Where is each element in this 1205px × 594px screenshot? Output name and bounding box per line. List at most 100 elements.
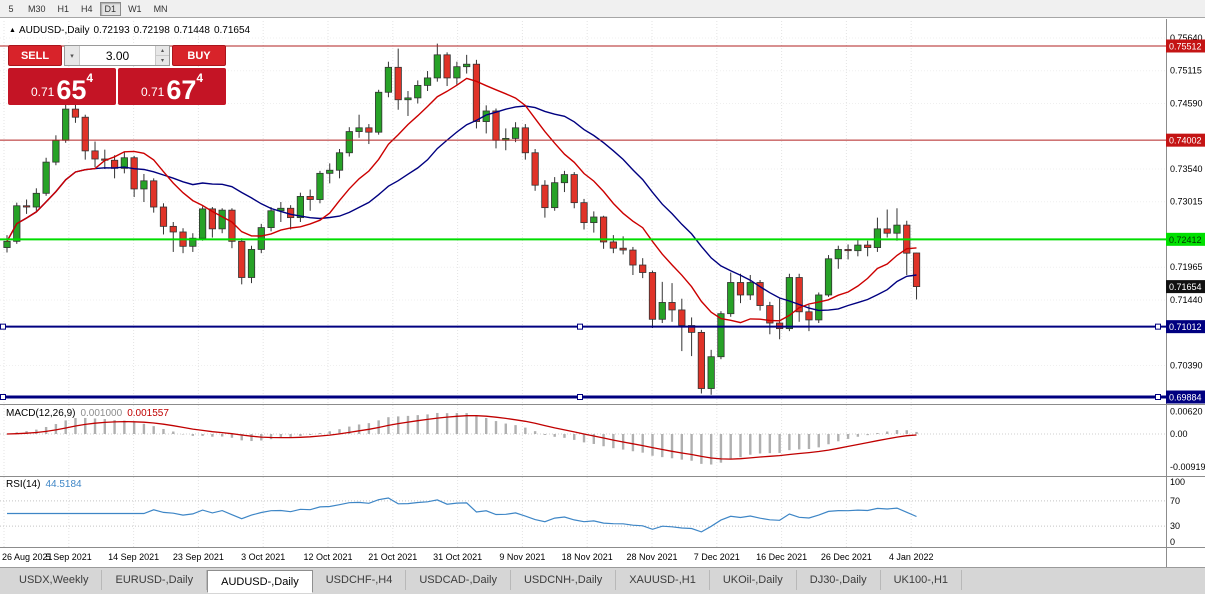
- candle-body: [590, 216, 598, 224]
- candle-body: [756, 282, 764, 306]
- date-axis-label: 18 Nov 2021: [562, 552, 613, 562]
- hline-0.69884[interactable]: [0, 394, 1166, 401]
- volume-dropdown-icon[interactable]: ▾: [65, 46, 80, 65]
- chart-tab-ukoil-daily[interactable]: UKOil-,Daily: [709, 570, 797, 590]
- macd-signal-line: [6, 415, 917, 460]
- hline-handle[interactable]: [0, 323, 6, 330]
- chart-tab-usdcnh-daily[interactable]: USDCNH-,Daily: [510, 570, 617, 590]
- timeframe-button-mn[interactable]: MN: [148, 1, 173, 16]
- candle-body: [580, 202, 588, 224]
- ohlc-close: 0.71654: [213, 25, 251, 36]
- ma-fast-line: [6, 77, 917, 324]
- hline-handle[interactable]: [1155, 323, 1161, 330]
- hline-handle[interactable]: [577, 323, 583, 330]
- candle-body: [42, 161, 50, 194]
- price-axis-label: 0.73015: [1170, 197, 1203, 207]
- candle-body: [678, 309, 686, 326]
- hline-handle[interactable]: [1155, 394, 1161, 401]
- candle-body: [423, 77, 432, 86]
- chart-tab-dj30-daily[interactable]: DJ30-,Daily: [796, 570, 881, 590]
- candle-body: [159, 206, 168, 227]
- candle-body: [736, 282, 745, 296]
- chart-tab-usdchf-h4[interactable]: USDCHF-,H4: [312, 570, 407, 590]
- candle-body: [384, 66, 393, 93]
- timeframe-button-w1[interactable]: W1: [123, 1, 147, 16]
- svg-text:0.71012: 0.71012: [1169, 322, 1202, 332]
- date-axis-label: 7 Dec 2021: [694, 552, 740, 562]
- sell-price-display[interactable]: 0.71 65 4: [8, 68, 116, 105]
- price-tag-0.71654: 0.71654: [1166, 280, 1205, 294]
- hline-handle[interactable]: [0, 394, 6, 401]
- candle-body: [599, 216, 608, 243]
- macd-histogram: [5, 412, 918, 465]
- candle-body: [189, 237, 197, 247]
- buy-button[interactable]: BUY: [172, 45, 226, 66]
- timeframe-button-5[interactable]: 5: [1, 1, 21, 16]
- svg-text:0.71654: 0.71654: [1169, 282, 1202, 292]
- timeframe-button-h4[interactable]: H4: [76, 1, 98, 16]
- candle-body: [81, 116, 89, 152]
- candle-body: [834, 249, 842, 260]
- buy-price-display[interactable]: 0.71 67 4: [118, 68, 226, 105]
- chart-tab-audusd-daily[interactable]: AUDUSD-,Daily: [207, 570, 313, 593]
- candle-body: [785, 277, 794, 330]
- chart-canvas[interactable]: 0.756400.751150.745900.735400.730150.719…: [0, 19, 1205, 567]
- chart-tab-eurusd-daily[interactable]: EURUSD-,Daily: [102, 570, 208, 590]
- timeframe-button-d1[interactable]: D1: [99, 1, 122, 16]
- timeframe-button-m30[interactable]: M30: [23, 1, 51, 16]
- date-axis-label: 21 Oct 2021: [368, 552, 417, 562]
- candle-body: [140, 180, 148, 190]
- candle-body: [492, 110, 500, 141]
- one-click-trading-panel: SELL ▾ 3.00 ▴ ▾ BUY 0.71 65 4 0.71 67 4: [8, 45, 226, 105]
- chart-tab-usdx-weekly[interactable]: USDX,Weekly: [6, 570, 103, 590]
- candle-body: [71, 108, 80, 118]
- candle-body: [766, 305, 774, 324]
- candle-body: [208, 208, 216, 230]
- candle-body: [658, 302, 666, 320]
- volume-input[interactable]: 3.00: [105, 48, 130, 63]
- candle-body: [629, 249, 637, 266]
- rsi-axis-label: 70: [1170, 496, 1180, 506]
- chart-tab-xauusd-h1[interactable]: XAUUSD-,H1: [616, 570, 710, 590]
- date-axis-label: 31 Oct 2021: [433, 552, 482, 562]
- candle-body: [560, 174, 569, 184]
- volume-stepper[interactable]: ▴ ▾: [155, 46, 169, 65]
- candle-body: [873, 228, 882, 248]
- buy-price-pips: 67: [166, 75, 197, 106]
- candle-body: [120, 157, 128, 169]
- volume-up-icon[interactable]: ▴: [156, 46, 169, 56]
- candle-body: [375, 91, 383, 133]
- date-axis-label: 26 Dec 2021: [821, 552, 872, 562]
- candle-body: [198, 208, 207, 239]
- volume-down-icon[interactable]: ▾: [156, 56, 169, 65]
- sell-button[interactable]: SELL: [8, 45, 62, 66]
- macd-main-value: 0.001000: [80, 408, 123, 419]
- candle-body: [551, 182, 559, 209]
- candle-body: [864, 244, 872, 248]
- candle-body: [3, 240, 11, 248]
- timeframe-button-h1[interactable]: H1: [52, 1, 75, 16]
- hline-handle[interactable]: [577, 394, 583, 401]
- chart-tab-usdcad-daily[interactable]: USDCAD-,Daily: [406, 570, 511, 590]
- candle-body: [238, 240, 246, 278]
- candle-body: [335, 152, 344, 171]
- price-tag-0.69884: 0.69884: [1166, 390, 1205, 404]
- volume-field[interactable]: ▾ 3.00 ▴ ▾: [64, 45, 170, 66]
- candle-body: [218, 209, 226, 230]
- candle-body: [22, 205, 31, 208]
- hline-0.71012[interactable]: [0, 323, 1166, 330]
- candle-body: [824, 258, 833, 296]
- candle-body: [150, 180, 158, 208]
- candle-body: [541, 184, 549, 209]
- chart-tab-uk100-h1[interactable]: UK100-,H1: [880, 570, 963, 590]
- ohlc-low: 0.71448: [173, 25, 210, 36]
- candle-body: [326, 169, 334, 174]
- candle-body: [844, 249, 852, 252]
- buy-price-pipette: 4: [196, 71, 204, 85]
- candle-body: [795, 277, 803, 313]
- price-axis[interactable]: 0.75640 0.75115 0.74590 0.73540 0.73015 0.719…: [1170, 33, 1205, 547]
- candle-body: [727, 282, 735, 315]
- sell-price-pipette: 4: [86, 71, 94, 85]
- rsi-value: 44.5184: [45, 479, 82, 490]
